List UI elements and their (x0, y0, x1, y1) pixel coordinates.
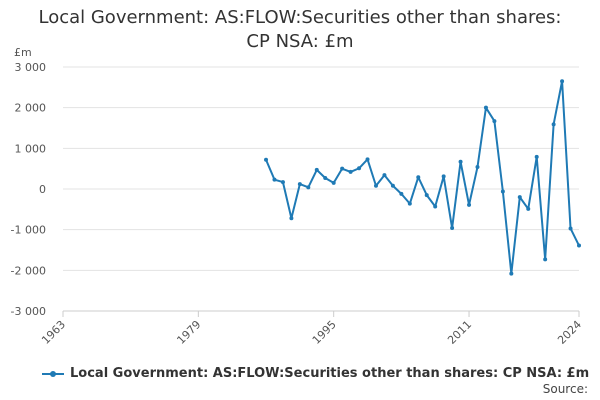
data-point (382, 173, 387, 178)
y-tick-label: 2 000 (15, 102, 47, 115)
data-point (509, 271, 514, 276)
chart-title: Local Government: AS:FLOW:Securities oth… (0, 6, 600, 54)
legend[interactable]: Local Government: AS:FLOW:Securities oth… (42, 366, 589, 381)
data-point (314, 167, 319, 172)
data-point (441, 174, 446, 179)
data-point (475, 165, 480, 170)
data-point (526, 206, 531, 211)
x-tick-label: 1963 (39, 318, 68, 347)
data-point (340, 166, 345, 171)
data-point (280, 180, 285, 185)
data-point (517, 195, 522, 200)
data-point (543, 257, 548, 262)
data-point (373, 183, 378, 188)
y-tick-label: 0 (39, 183, 46, 196)
data-point (272, 177, 277, 182)
data-point (450, 226, 455, 231)
data-point (289, 216, 294, 221)
data-point (467, 202, 472, 207)
legend-swatch (42, 369, 64, 379)
series-line (265, 80, 580, 275)
data-point (390, 183, 395, 188)
chart-title-line-1: Local Government: AS:FLOW:Securities oth… (38, 7, 562, 28)
y-tick-label: 3 000 (15, 61, 47, 74)
y-tick-label: -3 000 (11, 305, 46, 318)
data-point (560, 79, 565, 84)
data-point (323, 176, 328, 181)
data-point (424, 193, 429, 198)
data-point (357, 166, 362, 171)
data-point (433, 204, 438, 209)
x-tick-label: 1979 (174, 318, 203, 347)
x-tick-label: 2011 (445, 318, 474, 347)
x-tick-label: 1995 (310, 318, 339, 347)
data-point (416, 175, 421, 180)
y-tick-label: -1 000 (11, 224, 46, 237)
data-point (551, 122, 556, 127)
data-point (306, 185, 311, 190)
data-point (407, 201, 412, 206)
legend-label: Local Government: AS:FLOW:Securities oth… (70, 366, 590, 381)
data-point (331, 180, 336, 185)
chart-title-line-2: CP NSA: £m (246, 31, 354, 52)
data-point (365, 157, 370, 162)
x-tick-label: 2024 (555, 318, 584, 347)
data-point (297, 182, 302, 187)
data-point (483, 105, 488, 110)
y-tick-label: 1 000 (15, 142, 47, 155)
data-point (568, 226, 573, 231)
source-label: Source: (542, 382, 588, 396)
data-point (577, 243, 581, 248)
data-point (399, 191, 404, 196)
data-point (500, 189, 505, 194)
y-tick-label: -2 000 (11, 264, 46, 277)
data-point (348, 169, 353, 174)
data-point (534, 154, 539, 159)
y-axis-unit-label: £m (14, 46, 32, 59)
data-point (458, 159, 463, 164)
data-point (492, 119, 497, 124)
data-point (264, 157, 269, 162)
